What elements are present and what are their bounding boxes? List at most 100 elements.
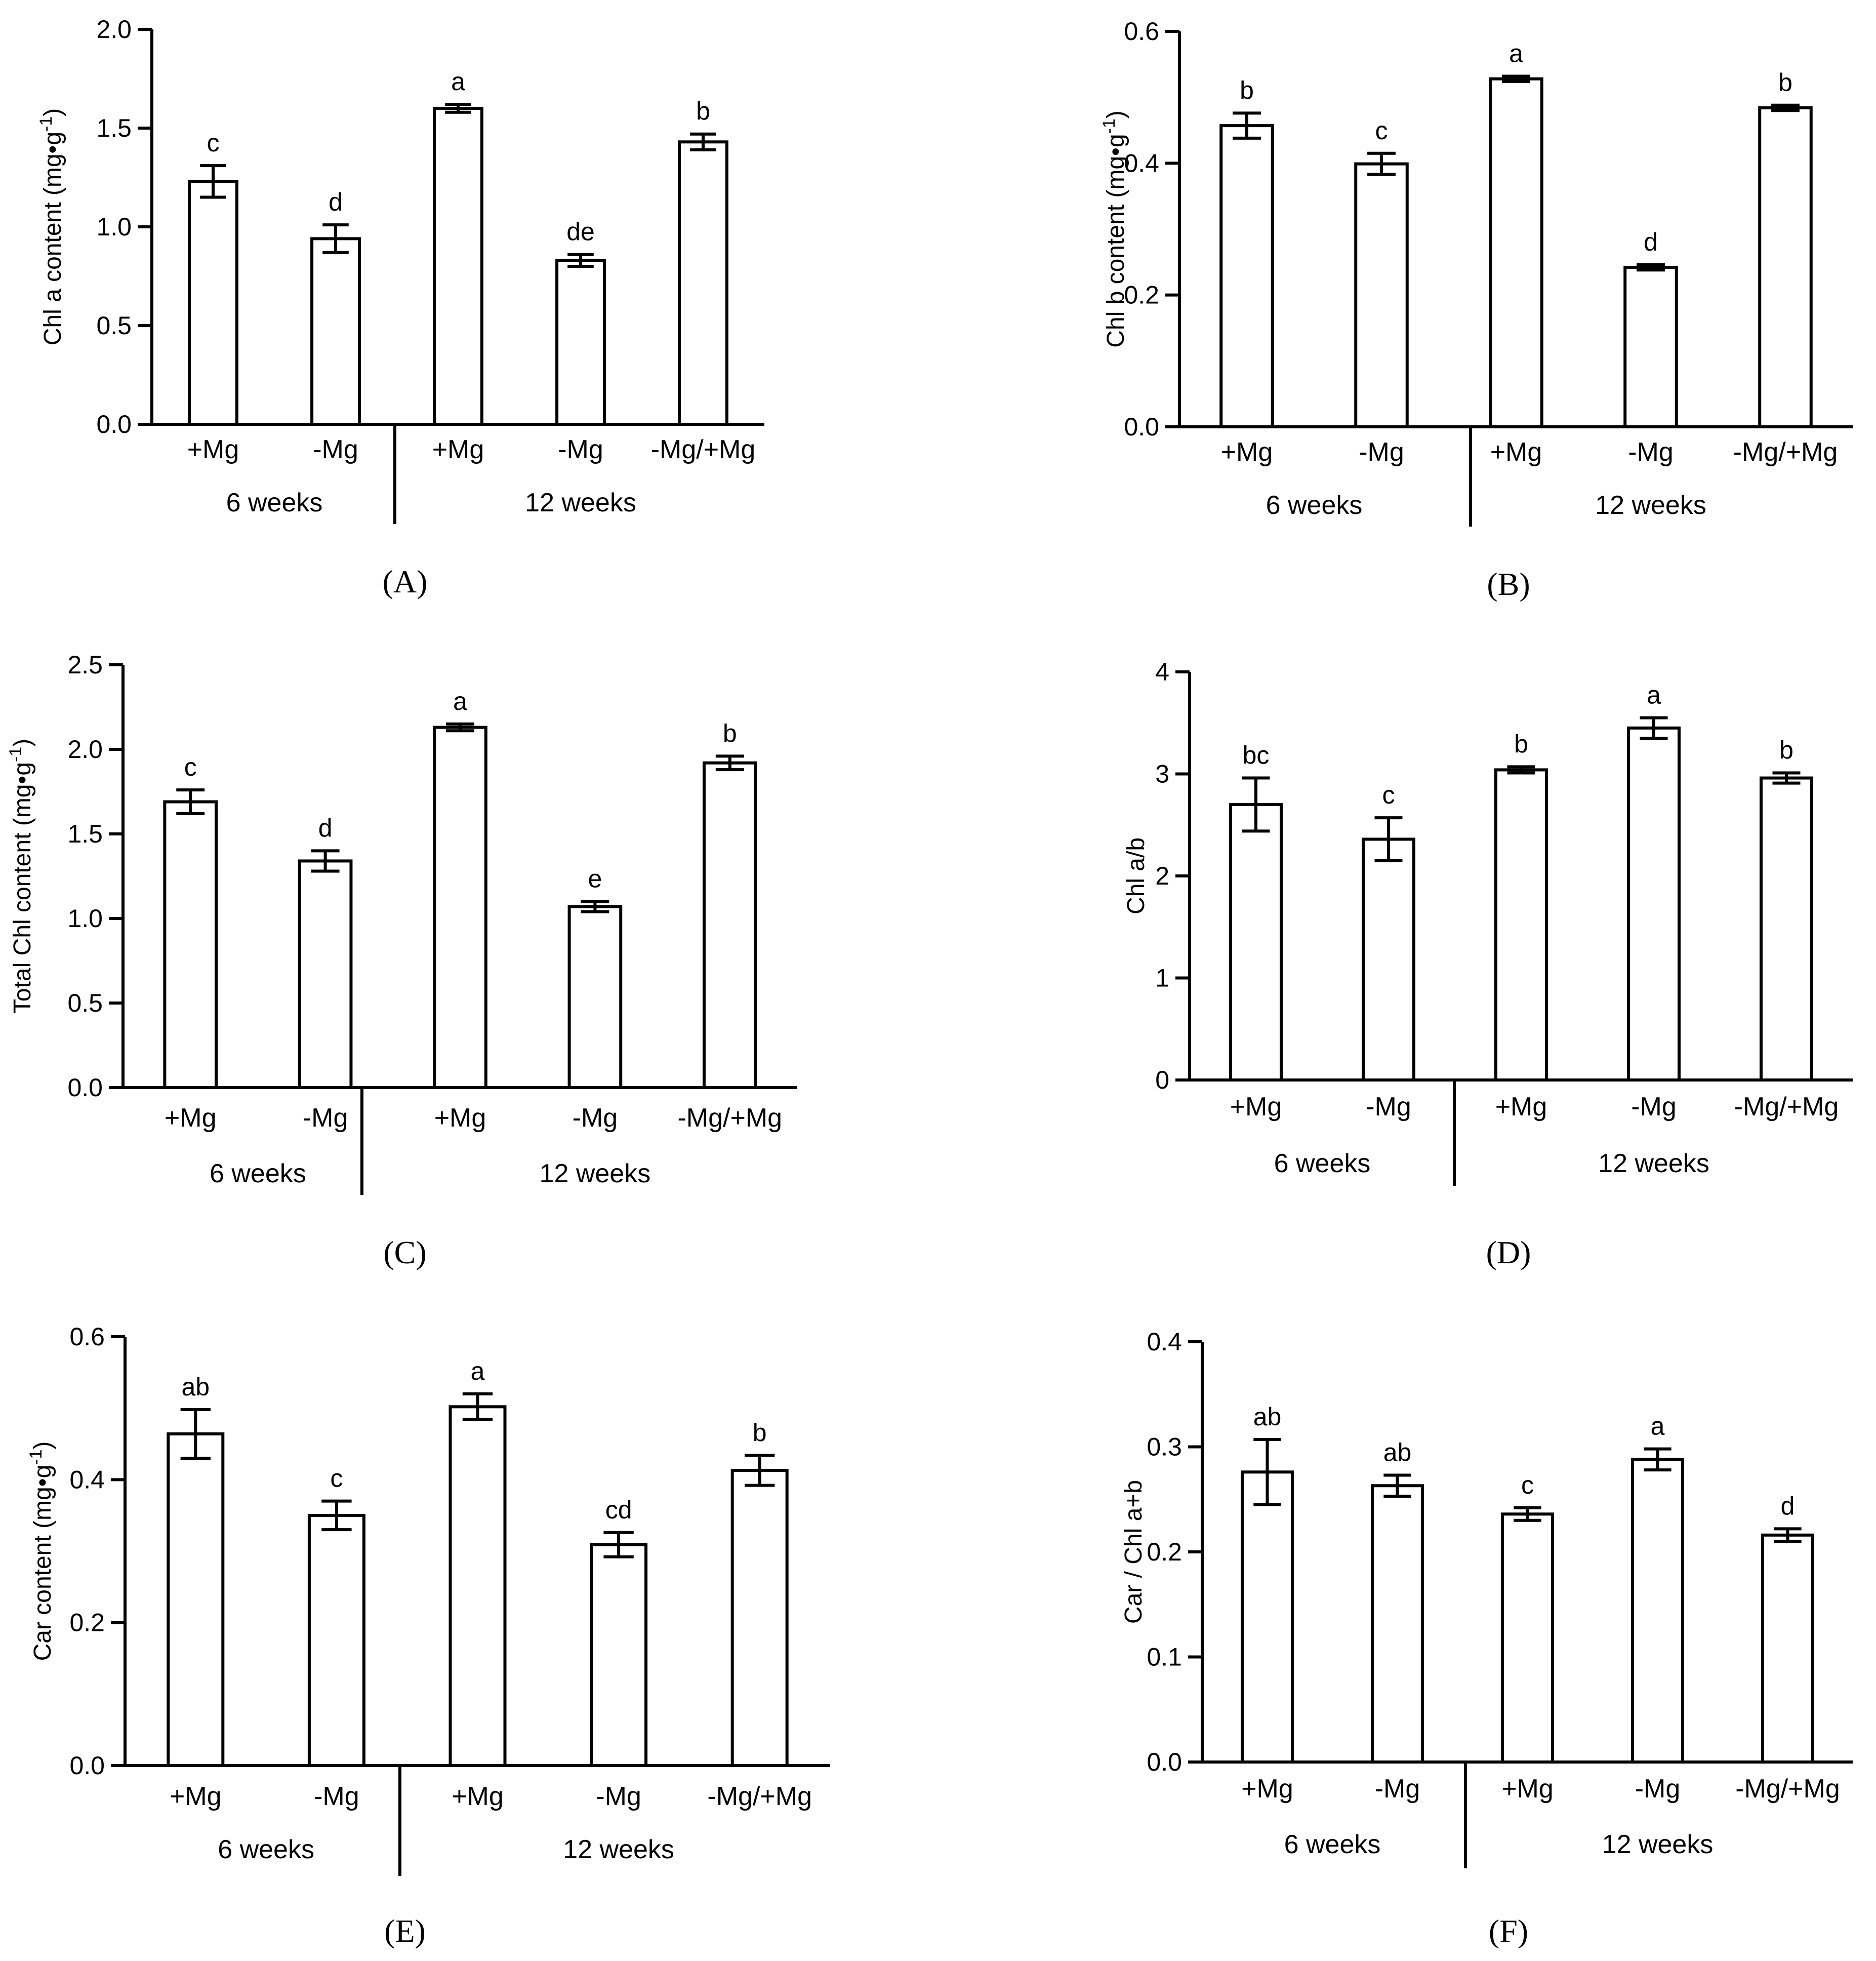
- y-axis-label-superscript: -1: [36, 116, 56, 132]
- bar: [1761, 1533, 1814, 1764]
- panel-label: (B): [1487, 566, 1530, 602]
- bar: [555, 259, 606, 426]
- chart-panel-c: 0.0 0.5 1.0 1.5 2.0 2.5 Total Chl content (mg•…: [6, 651, 797, 1270]
- significance-letter: e: [588, 865, 602, 893]
- significance-letter: b: [723, 719, 737, 747]
- bar: [1494, 768, 1548, 1082]
- y-tick-label: 0.0: [1124, 413, 1159, 441]
- error-bar: [1637, 263, 1665, 272]
- y-tick-label: 1.0: [96, 213, 132, 241]
- bar: [448, 1405, 507, 1767]
- significance-letter: b: [1778, 68, 1792, 97]
- category-label: +Mg: [432, 435, 484, 464]
- y-axis-label-text: Chl a/b: [1123, 837, 1150, 914]
- group-label: 12 weeks: [1598, 1149, 1709, 1178]
- bar: [1627, 726, 1681, 1082]
- bar: [298, 859, 353, 1089]
- y-tick-label: 0: [1155, 1066, 1169, 1094]
- category-label: -Mg: [596, 1782, 641, 1811]
- group-label: 12 weeks: [1595, 491, 1706, 520]
- category-label: -Mg: [1628, 437, 1674, 467]
- significance-letter: a: [1647, 681, 1661, 709]
- error-bar: [1507, 765, 1535, 775]
- y-axis-label-superscript: -1: [1099, 118, 1119, 134]
- bar: [702, 761, 757, 1089]
- bar: [1631, 1458, 1684, 1764]
- error-bar: [1640, 716, 1668, 740]
- group-label: 12 weeks: [525, 488, 636, 517]
- error-bar: [180, 1408, 211, 1460]
- category-label: +Mg: [165, 1103, 217, 1133]
- chart-panel-a: 0.0 0.5 1.0 1.5 2.0 Chl a content (mg•g-1) c +M…: [36, 15, 764, 599]
- panel-label: (E): [384, 1913, 426, 1949]
- error-bar: [176, 788, 205, 815]
- chart-panel-f: 0.0 0.1 0.2 0.3 0.4 Car / Chl a+b ab +Mg ab -Mg c +…: [1120, 1328, 1853, 1949]
- y-tick-label: 0.0: [96, 410, 132, 438]
- error-bar: [322, 223, 349, 254]
- bar: [163, 800, 218, 1090]
- error-bar: [1502, 74, 1530, 83]
- y-axis-label: Car / Chl a+b: [1120, 1480, 1147, 1624]
- y-tick-label: 2.0: [96, 15, 132, 44]
- bar: [590, 1543, 648, 1767]
- significance-letter: c: [184, 753, 197, 781]
- category-label: +Mg: [1501, 1774, 1554, 1804]
- bar: [1354, 162, 1409, 428]
- bar: [433, 726, 487, 1089]
- significance-letter: a: [1651, 1412, 1665, 1440]
- y-tick-label: 1.5: [67, 820, 103, 848]
- group-label: 6 weeks: [210, 1159, 306, 1188]
- category-label: +Mg: [1495, 1092, 1547, 1122]
- error-bar: [1774, 1527, 1802, 1543]
- bar: [1623, 265, 1678, 428]
- y-axis-label-close: ): [29, 1442, 56, 1450]
- y-axis-label: Chl a/b: [1123, 837, 1150, 914]
- significance-letter: d: [329, 188, 343, 216]
- category-label: -Mg/+Mg: [1735, 1774, 1840, 1804]
- group-label: 6 weeks: [218, 1835, 314, 1864]
- error-bar: [1374, 816, 1403, 862]
- bar: [1241, 1470, 1294, 1764]
- y-tick-label: 1.5: [96, 114, 132, 142]
- bar: [567, 905, 623, 1089]
- y-tick-label: 0.0: [69, 1751, 105, 1780]
- category-label: -Mg: [1375, 1774, 1420, 1804]
- significance-letter: c: [1521, 1471, 1534, 1499]
- significance-letter: b: [1240, 76, 1254, 104]
- category-label: -Mg/+Mg: [1733, 437, 1838, 467]
- y-tick-label: 0.1: [1147, 1643, 1182, 1671]
- y-axis-label-text: Chl a content (mg•g: [39, 132, 66, 345]
- error-bar: [446, 722, 474, 733]
- bar: [307, 1513, 365, 1768]
- category-label: -Mg: [303, 1103, 348, 1133]
- significance-letter: c: [207, 129, 220, 157]
- y-axis-label: Chl b content (mg•g-1): [1099, 110, 1129, 348]
- panel-label: (F): [1489, 1913, 1528, 1949]
- significance-letter: a: [453, 687, 467, 715]
- significance-letter: bc: [1243, 741, 1270, 770]
- y-tick-label: 1.0: [67, 904, 103, 933]
- group-label: 12 weeks: [563, 1835, 674, 1864]
- bar: [1219, 124, 1274, 429]
- y-tick-label: 0.0: [1147, 1748, 1182, 1776]
- category-label: -Mg: [1359, 437, 1404, 467]
- error-bar: [1233, 111, 1261, 140]
- group-label: 6 weeks: [1266, 491, 1363, 520]
- category-label: +Mg: [452, 1782, 504, 1811]
- error-bar: [690, 132, 716, 151]
- category-label: +Mg: [434, 1103, 486, 1133]
- panel-label: (C): [383, 1234, 426, 1270]
- significance-letter: c: [1375, 116, 1388, 145]
- error-bar: [1367, 151, 1396, 176]
- y-tick-label: 0.3: [1147, 1433, 1182, 1461]
- significance-letter: de: [566, 218, 595, 246]
- group-label: 6 weeks: [1274, 1149, 1371, 1178]
- y-axis-label-close: ): [9, 739, 36, 747]
- y-tick-label: 0.6: [1124, 17, 1159, 46]
- bar: [1760, 776, 1813, 1082]
- category-label: -Mg/+Mg: [677, 1103, 782, 1133]
- y-tick-label: 1: [1155, 964, 1169, 992]
- error-bar: [603, 1531, 634, 1558]
- significance-letter: d: [1644, 228, 1658, 256]
- chart-panel-d: 0 1 2 3 4 Chl a/b bc +Mg c -Mg b +Mg a -Mg b -Mg/+Mg 6 w…: [1123, 658, 1853, 1270]
